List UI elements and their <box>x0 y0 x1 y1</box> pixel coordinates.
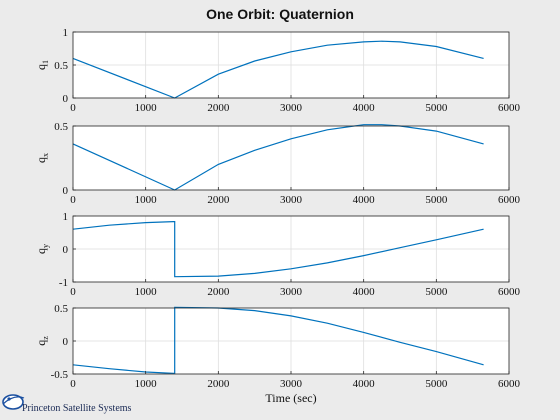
x-tick-label: 6000 <box>498 378 521 390</box>
y-axis-label: q1 <box>34 60 50 70</box>
y-tick-label: 0.5 <box>54 60 68 72</box>
x-tick-label: 1000 <box>135 378 158 390</box>
x-tick-label: 6000 <box>498 102 521 114</box>
x-tick-label: 2000 <box>207 102 230 114</box>
x-tick-label: 4000 <box>353 286 376 298</box>
x-tick-label: 2000 <box>207 378 230 390</box>
y-axis-label: qy <box>34 244 50 254</box>
y-tick-label: 0.5 <box>54 303 68 315</box>
x-tick-label: 5000 <box>425 378 448 390</box>
x-tick-label: 2000 <box>207 194 230 206</box>
x-tick-label: 1000 <box>135 194 158 206</box>
x-tick-label: 6000 <box>498 194 521 206</box>
x-tick-label: 0 <box>70 286 76 298</box>
logo-text: Princeton Satellite Systems <box>22 403 132 414</box>
series-line <box>72 40 484 99</box>
y-tick-label: -0.5 <box>51 369 69 381</box>
x-tick-label: 0 <box>70 378 76 390</box>
y-axis-label: qz <box>34 336 50 346</box>
series-line <box>72 306 484 374</box>
subplot-4: 0 1000 2000 3000 4000 5000 6000-0.500.5qz <box>34 303 521 390</box>
y-tick-label: 1 <box>63 27 69 39</box>
x-tick-label: 1000 <box>135 102 158 114</box>
x-tick-label: 3000 <box>280 286 303 298</box>
chart-title: One Orbit: Quaternion <box>206 6 354 22</box>
subplot-2: 0 1000 2000 3000 4000 5000 6000 0 0.5 qx <box>34 121 521 206</box>
x-tick-label: 4000 <box>353 194 376 206</box>
x-tick-label: 4000 <box>353 102 376 114</box>
orbit-logo-icon <box>2 394 25 410</box>
x-tick-label: 0 <box>70 194 76 206</box>
y-tick-label: 0 <box>63 93 69 105</box>
x-tick-label: 5000 <box>425 286 448 298</box>
y-tick-label: -1 <box>59 277 68 289</box>
series-line <box>72 221 484 278</box>
series-line <box>72 124 484 191</box>
y-tick-label: 1 <box>63 211 69 223</box>
x-tick-label: 5000 <box>425 194 448 206</box>
x-tick-label: 0 <box>70 102 76 114</box>
x-tick-label: 2000 <box>207 286 230 298</box>
x-tick-label: 3000 <box>280 378 303 390</box>
subplot-1: 0 1000 2000 3000 4000 5000 6000 0 0.5 1 q1 <box>34 27 521 114</box>
x-axis-label: Time (sec) <box>265 391 316 405</box>
y-axis-label: qx <box>34 153 50 163</box>
y-tick-label: 0 <box>63 244 69 256</box>
x-tick-label: 5000 <box>425 102 448 114</box>
y-tick-label: 0 <box>63 185 69 197</box>
y-tick-label: 0 <box>63 336 69 348</box>
x-tick-label: 3000 <box>280 194 303 206</box>
y-tick-label: 0.5 <box>54 121 68 133</box>
princeton-logo: Princeton Satellite Systems <box>2 394 132 414</box>
x-tick-label: 6000 <box>498 286 521 298</box>
x-tick-label: 3000 <box>280 102 303 114</box>
x-tick-label: 4000 <box>353 378 376 390</box>
x-tick-label: 1000 <box>135 286 158 298</box>
